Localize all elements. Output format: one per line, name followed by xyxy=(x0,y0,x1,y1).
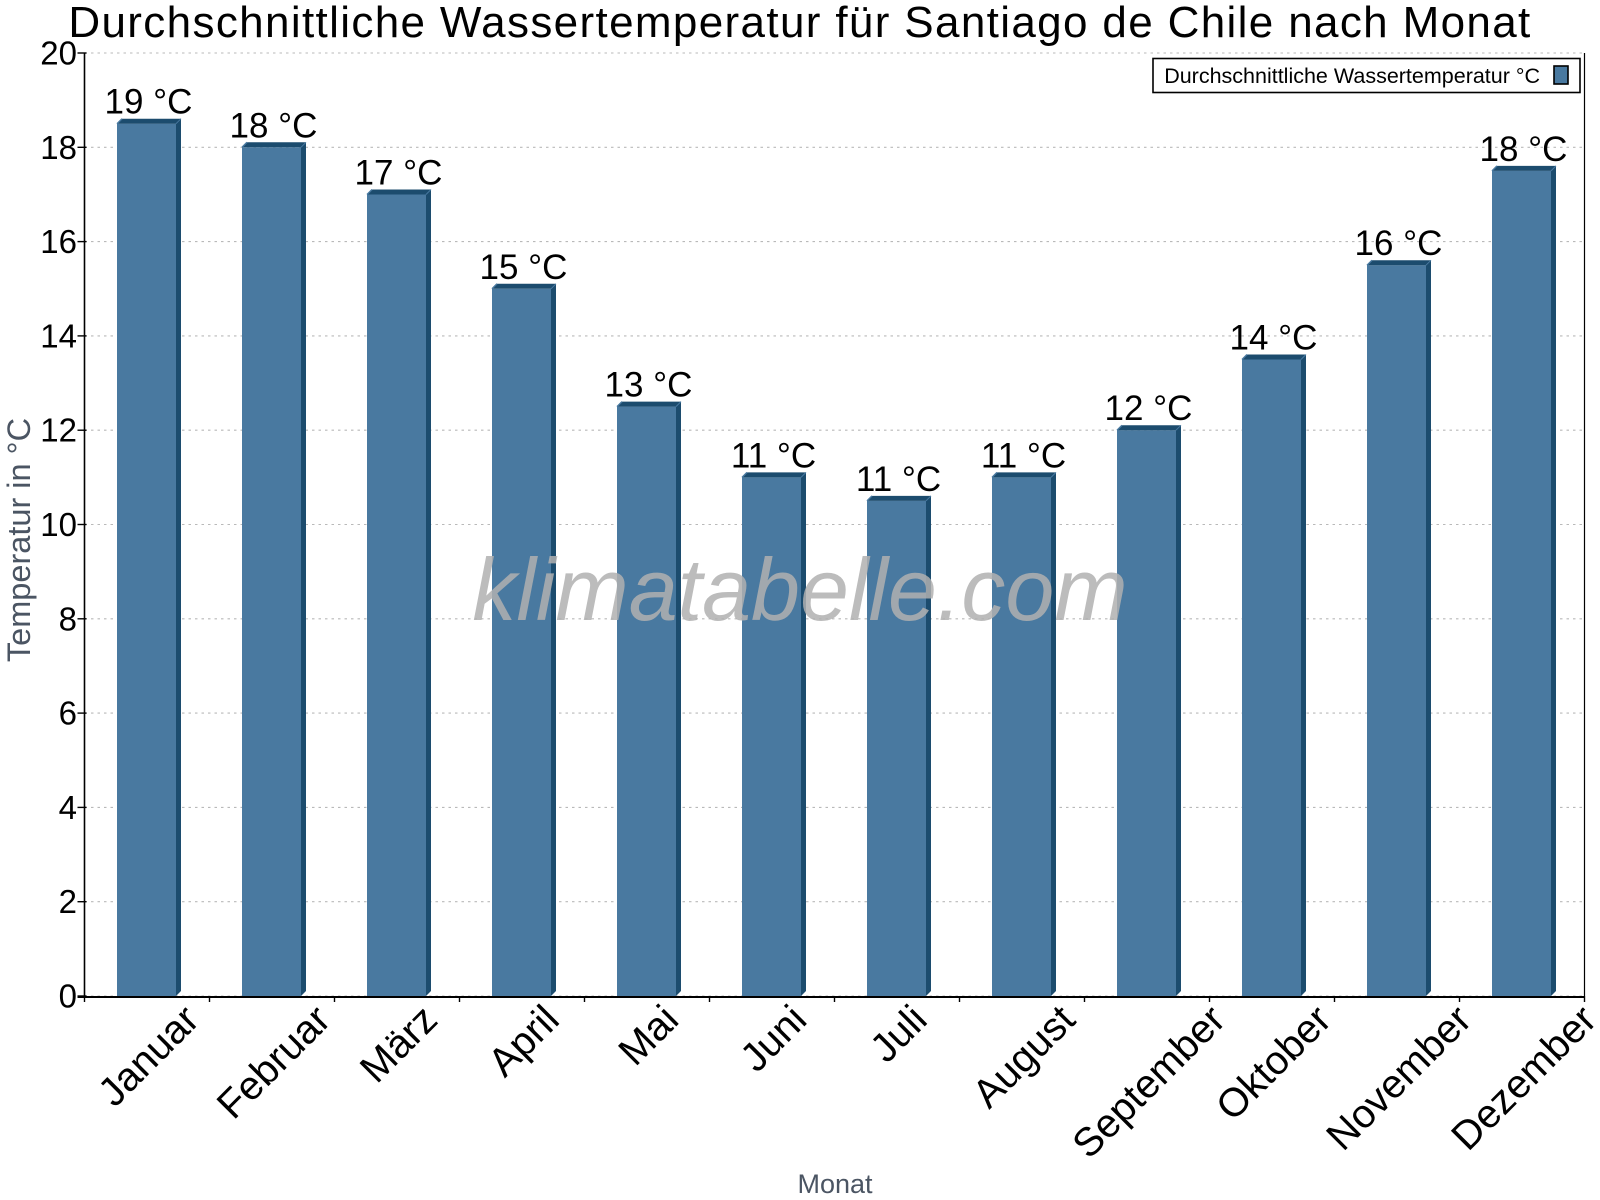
svg-text:11 °C: 11 °C xyxy=(981,436,1066,475)
svg-text:16: 16 xyxy=(40,223,77,260)
svg-text:18 °C: 18 °C xyxy=(230,106,318,145)
svg-text:Temperatur in °C: Temperatur in °C xyxy=(1,418,37,662)
svg-text:Durchschnittliche Wassertemper: Durchschnittliche Wassertemperatur für S… xyxy=(68,0,1531,47)
svg-text:4: 4 xyxy=(59,789,77,826)
svg-text:19 °C: 19 °C xyxy=(105,83,193,122)
svg-text:Monat: Monat xyxy=(797,1169,873,1199)
svg-text:12: 12 xyxy=(40,412,77,449)
svg-text:10: 10 xyxy=(40,506,77,543)
svg-text:2: 2 xyxy=(59,883,77,920)
svg-text:20: 20 xyxy=(40,35,77,72)
svg-text:14: 14 xyxy=(40,317,77,354)
svg-text:8: 8 xyxy=(59,600,77,637)
svg-text:13 °C: 13 °C xyxy=(605,366,693,405)
svg-text:14 °C: 14 °C xyxy=(1230,319,1318,358)
svg-text:12 °C: 12 °C xyxy=(1105,389,1193,428)
svg-text:17 °C: 17 °C xyxy=(355,154,443,193)
svg-text:Durchschnittliche Wassertemper: Durchschnittliche Wassertemperatur °C xyxy=(1164,64,1540,88)
svg-text:6: 6 xyxy=(59,695,77,732)
svg-text:11 °C: 11 °C xyxy=(731,436,816,475)
svg-text:0: 0 xyxy=(59,978,77,1015)
svg-text:15 °C: 15 °C xyxy=(480,248,568,287)
svg-text:klimatabelle.com: klimatabelle.com xyxy=(472,540,1127,639)
svg-text:16 °C: 16 °C xyxy=(1355,224,1443,263)
svg-text:11 °C: 11 °C xyxy=(856,460,941,499)
svg-text:18: 18 xyxy=(40,129,77,166)
svg-text:18 °C: 18 °C xyxy=(1480,130,1568,169)
